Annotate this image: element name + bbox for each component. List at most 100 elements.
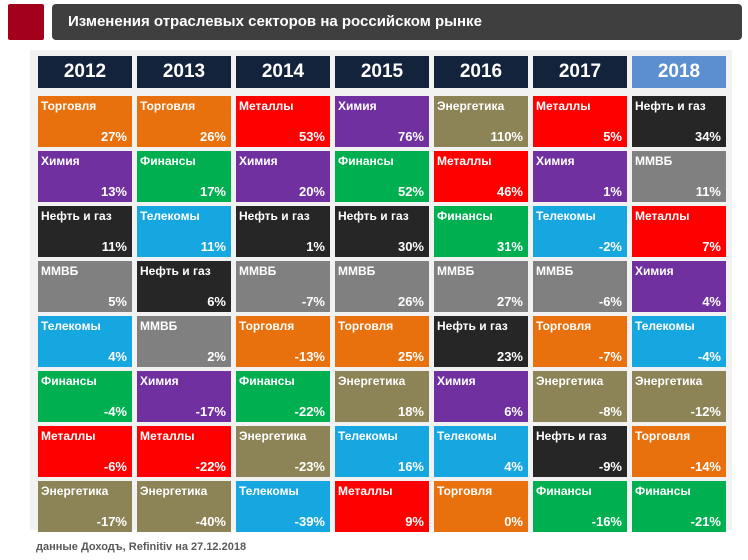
sector-label: Металлы: [41, 429, 96, 443]
sector-label: Телекомы: [239, 484, 299, 498]
sector-value: 26%: [397, 294, 424, 309]
sector-label: Телекомы: [41, 319, 101, 333]
sector-cell: Химия 1%: [533, 151, 627, 202]
sector-value: 5%: [603, 129, 622, 144]
sector-value: -40%: [195, 514, 226, 529]
sector-value: 17%: [199, 184, 226, 199]
sector-value: 23%: [496, 349, 523, 364]
sector-value: -6%: [103, 459, 127, 474]
sector-value: 18%: [397, 404, 424, 419]
sector-cell: Нефть и газ 6%: [137, 261, 231, 312]
sector-cell: Торговля -13%: [236, 316, 330, 367]
sector-label: Металлы: [239, 99, 294, 113]
page-title: Изменения отраслевых секторов на российс…: [68, 13, 482, 30]
sector-cell: Торговля 25%: [335, 316, 429, 367]
sector-cell: Металлы 9%: [335, 481, 429, 532]
sector-label: Энергетика: [536, 374, 604, 388]
sector-label: ММВБ: [140, 319, 178, 333]
sector-value: 26%: [199, 129, 226, 144]
sector-label: Химия: [41, 154, 80, 168]
sector-value: 20%: [298, 184, 325, 199]
sector-label: Химия: [536, 154, 575, 168]
sector-cell: Финансы -22%: [236, 371, 330, 422]
sector-value: -2%: [598, 239, 622, 254]
sector-value: 27%: [496, 294, 523, 309]
year-header-2016: 2016: [434, 56, 528, 88]
sector-value: -7%: [598, 349, 622, 364]
sector-label: Телекомы: [437, 429, 497, 443]
sector-cell: ММВБ 27%: [434, 261, 528, 312]
sector-table: 2012 Торговля 27% Химия 13% Нефть и газ 11% ММВ…: [30, 50, 732, 532]
sector-label: Химия: [239, 154, 278, 168]
sector-label: Финансы: [239, 374, 295, 388]
sector-cell: Энергетика -8%: [533, 371, 627, 422]
sector-label: Телекомы: [338, 429, 398, 443]
sector-cell: Металлы 7%: [632, 206, 726, 257]
sector-cell: ММВБ 11%: [632, 151, 726, 202]
sector-cell: ММВБ -7%: [236, 261, 330, 312]
sector-cell: ММВБ -6%: [533, 261, 627, 312]
sector-cell: Финансы 31%: [434, 206, 528, 257]
sector-cell: Металлы -6%: [38, 426, 132, 477]
sector-label: Энергетика: [437, 99, 505, 113]
sector-cell: Нефть и газ -9%: [533, 426, 627, 477]
sector-cell: Торговля 26%: [137, 96, 231, 147]
sector-value: 31%: [496, 239, 523, 254]
sector-label: Телекомы: [140, 209, 200, 223]
sector-cell: Химия 4%: [632, 261, 726, 312]
sector-value: 1%: [603, 184, 622, 199]
sector-value: 1%: [306, 239, 325, 254]
sector-label: Телекомы: [536, 209, 596, 223]
sector-label: Финансы: [536, 484, 592, 498]
sector-label: Торговля: [338, 319, 394, 333]
sector-value: 7%: [702, 239, 721, 254]
sector-cell: Нефть и газ 30%: [335, 206, 429, 257]
sector-label: Химия: [437, 374, 476, 388]
sector-value: 46%: [496, 184, 523, 199]
sector-cell: Энергетика -23%: [236, 426, 330, 477]
sector-label: Металлы: [437, 154, 492, 168]
sector-value: 16%: [397, 459, 424, 474]
sector-cell: Телекомы 4%: [38, 316, 132, 367]
sector-label: Металлы: [140, 429, 195, 443]
sector-value: 4%: [108, 349, 127, 364]
sector-label: ММВБ: [635, 154, 673, 168]
sector-cell: Химия 13%: [38, 151, 132, 202]
sector-label: Финансы: [437, 209, 493, 223]
sector-value: -7%: [301, 294, 325, 309]
sector-cell: Финансы 17%: [137, 151, 231, 202]
sector-label: Химия: [140, 374, 179, 388]
sector-cell: Торговля 27%: [38, 96, 132, 147]
sector-value: -4%: [697, 349, 721, 364]
sector-label: Нефть и газ: [239, 209, 310, 223]
sector-cell: Телекомы -2%: [533, 206, 627, 257]
sector-value: -17%: [195, 404, 226, 419]
sector-value: -17%: [96, 514, 127, 529]
sector-label: Металлы: [338, 484, 393, 498]
sector-label: Химия: [635, 264, 674, 278]
year-header-2015: 2015: [335, 56, 429, 88]
sector-cell: Энергетика -17%: [38, 481, 132, 532]
sector-label: Энергетика: [338, 374, 406, 388]
sector-label: Нефть и газ: [635, 99, 706, 113]
sector-value: 2%: [207, 349, 226, 364]
sector-cell: Телекомы 4%: [434, 426, 528, 477]
sector-label: Торговля: [239, 319, 295, 333]
sector-label: Нефть и газ: [437, 319, 508, 333]
sector-cell: Нефть и газ 1%: [236, 206, 330, 257]
sector-value: 27%: [100, 129, 127, 144]
sector-value: 6%: [504, 404, 523, 419]
sector-value: 11%: [101, 239, 127, 254]
sector-label: Финансы: [338, 154, 394, 168]
sector-label: ММВБ: [437, 264, 475, 278]
sector-value: 52%: [397, 184, 424, 199]
sector-label: Торговля: [635, 429, 691, 443]
sector-value: -21%: [690, 514, 721, 529]
sector-label: Нефть и газ: [338, 209, 409, 223]
sector-cell: Нефть и газ 11%: [38, 206, 132, 257]
sector-label: ММВБ: [239, 264, 277, 278]
sector-value: -12%: [690, 404, 721, 419]
sector-label: Финансы: [41, 374, 97, 388]
sector-label: Энергетика: [140, 484, 208, 498]
sector-label: Финансы: [635, 484, 691, 498]
